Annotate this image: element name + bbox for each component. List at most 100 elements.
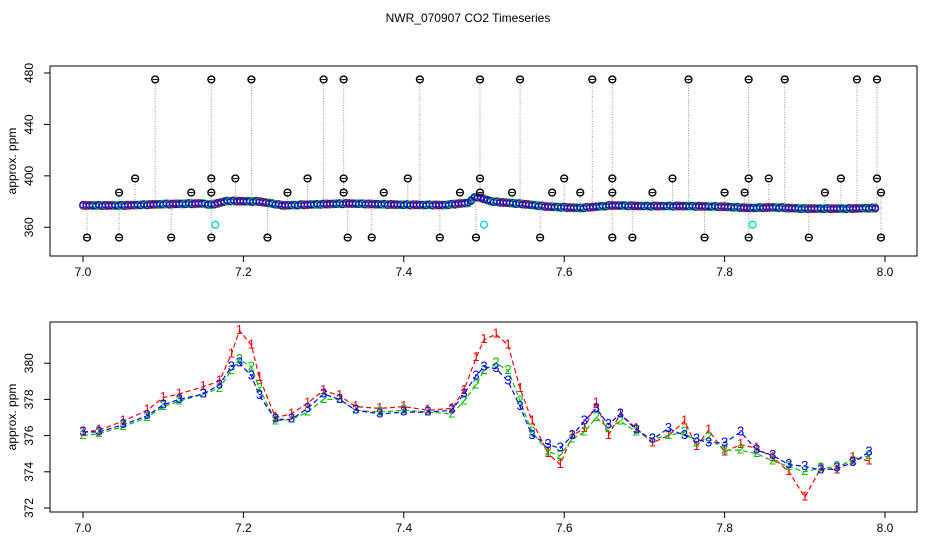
flask-point <box>435 233 444 242</box>
series-2-label: 2 <box>95 425 102 440</box>
series-3-label: 3 <box>593 400 600 415</box>
series-3-label: 3 <box>144 407 151 422</box>
series-2-label: 2 <box>581 423 588 438</box>
series-2-label: 2 <box>649 431 656 446</box>
series-1-label: 1 <box>529 413 536 428</box>
series-1-label: 1 <box>593 394 600 409</box>
flask-point <box>876 188 886 197</box>
series-2-label: 2 <box>665 427 672 442</box>
flask-point <box>475 75 485 84</box>
panel-bottom-frame <box>49 321 918 513</box>
flask-point <box>648 188 657 197</box>
series-1-label: 1 <box>256 369 263 384</box>
series-2-line <box>82 358 870 473</box>
series-3-label: 3 <box>288 411 295 426</box>
p1-xtick-label: 7.4 <box>395 521 412 535</box>
flask-point <box>608 174 617 183</box>
series-1-label: 1 <box>304 394 311 409</box>
series-2-label: 2 <box>617 413 624 428</box>
flask-point <box>872 75 882 84</box>
series-1-label: 1 <box>160 389 167 404</box>
panel-top-ylabel: approx. ppm <box>5 128 19 195</box>
series-2-label: 2 <box>79 427 86 442</box>
series-3-label: 3 <box>681 427 688 442</box>
flask-point <box>560 174 569 183</box>
flask-point <box>744 75 753 84</box>
series-2-label: 2 <box>769 452 776 467</box>
flask-point <box>740 188 749 197</box>
p1-xtick-label: 7.0 <box>75 521 92 535</box>
series-3-label: 3 <box>557 440 564 455</box>
flask-point <box>379 188 388 197</box>
flask-point <box>608 188 617 197</box>
series-3-label: 3 <box>448 402 455 417</box>
series-3-label: 3 <box>865 443 872 458</box>
series-3-label: 3 <box>545 436 552 451</box>
series-2-label: 2 <box>737 442 744 457</box>
series-3-label: 3 <box>228 358 235 373</box>
p0-xtick-label: 7.4 <box>395 265 412 279</box>
series-2-label: 2 <box>228 362 235 377</box>
series-3-label: 3 <box>801 458 808 473</box>
flask-point <box>263 233 272 242</box>
flask-point <box>187 188 196 197</box>
series-1-label: 1 <box>119 413 126 428</box>
series-3-line <box>83 362 870 471</box>
series-3-label: 3 <box>160 396 167 411</box>
p0-xtick-label: 8.0 <box>877 265 894 279</box>
flask-point <box>576 188 585 197</box>
flask-point <box>700 233 709 242</box>
p1-ytick-label: 376 <box>22 425 36 445</box>
series-2-label: 2 <box>693 434 700 449</box>
panel-top-frame <box>49 65 918 257</box>
flask-point <box>207 233 216 242</box>
series-1-label: 1 <box>581 420 588 435</box>
series-1-label: 1 <box>320 382 327 397</box>
flask-point <box>744 174 753 183</box>
series-1-label: 1 <box>460 382 467 397</box>
series-2-label: 2 <box>593 409 600 424</box>
flask-point <box>872 174 882 183</box>
series-1-label: 1 <box>336 387 343 402</box>
flask-point <box>283 188 292 197</box>
series-2-label: 2 <box>144 409 151 424</box>
p0-ytick-label: 400 <box>22 166 36 186</box>
flask-point <box>628 233 637 242</box>
series-2-label: 2 <box>448 405 455 420</box>
flask-point <box>167 233 176 242</box>
flask-point <box>804 233 813 242</box>
series-1-label: 1 <box>705 422 712 437</box>
flask-point <box>455 188 465 197</box>
p1-ytick-label: 372 <box>22 498 36 518</box>
panel-bottom-ylabel: approx. ppm <box>5 384 19 451</box>
flask-point <box>339 75 348 84</box>
flask-point <box>343 233 352 242</box>
series-3-label: 3 <box>176 391 183 406</box>
series-2-label: 2 <box>236 351 243 366</box>
series-1-label: 1 <box>79 423 86 438</box>
series-2-label: 2 <box>504 362 511 377</box>
series-3-label: 3 <box>320 385 327 400</box>
series-1-label: 1 <box>785 463 792 478</box>
series-2-label: 2 <box>376 404 383 419</box>
series-2-label: 2 <box>865 447 872 462</box>
series-2-label: 2 <box>304 404 311 419</box>
flask-point <box>207 188 216 197</box>
series-2-label: 2 <box>176 393 183 408</box>
series-2-label: 2 <box>633 423 640 438</box>
flask-point <box>852 75 862 84</box>
series-3-label: 3 <box>849 454 856 469</box>
series-1-label: 1 <box>228 346 235 361</box>
series-3-label: 3 <box>248 367 255 382</box>
series-3-label: 3 <box>352 402 359 417</box>
series-2-label: 2 <box>569 431 576 446</box>
p1-xtick-label: 7.8 <box>716 521 733 535</box>
series-2-label: 2 <box>833 458 840 473</box>
series-3-label: 3 <box>376 405 383 420</box>
flask-point <box>207 174 216 183</box>
series-1-label: 1 <box>492 326 499 341</box>
series-2-label: 2 <box>288 411 295 426</box>
series-2-label: 2 <box>529 423 536 438</box>
flask-point <box>588 75 597 84</box>
